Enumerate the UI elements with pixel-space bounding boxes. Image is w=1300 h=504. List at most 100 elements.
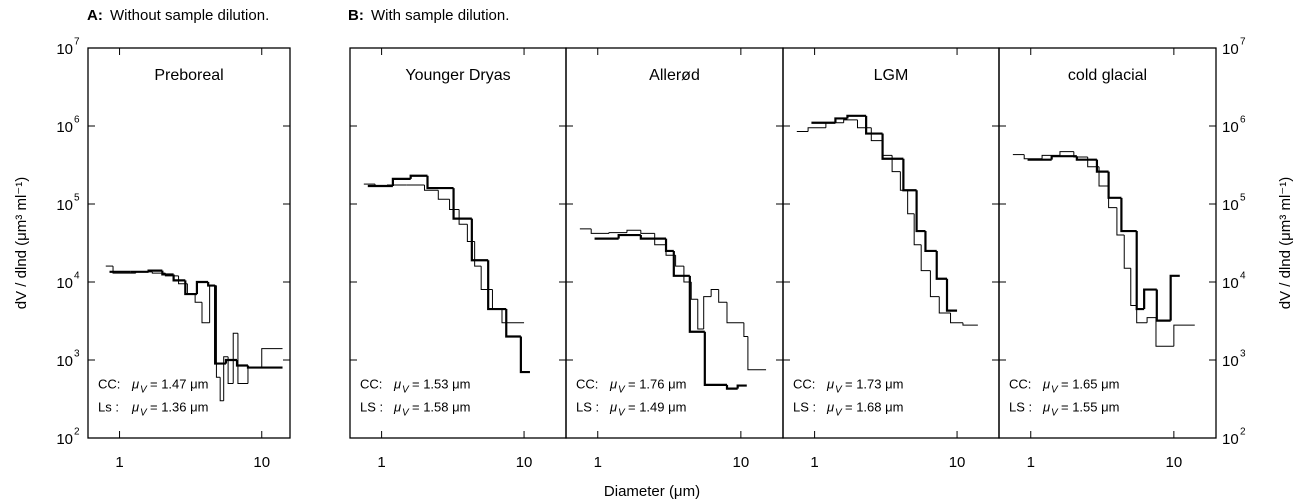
step-segment bbox=[409, 174, 428, 179]
step-segment bbox=[718, 289, 727, 303]
annotation-symbol: μ bbox=[393, 376, 401, 391]
annotation-value: = 1.36 μm bbox=[150, 399, 208, 414]
x-tick-label: 1 bbox=[115, 454, 123, 471]
step-segment bbox=[235, 360, 248, 367]
step-segment bbox=[1146, 317, 1156, 323]
step-segment bbox=[247, 367, 262, 384]
step-segment bbox=[672, 250, 690, 277]
panel-header: With sample dilution. bbox=[371, 7, 509, 24]
annotation-value: = 1.76 μm bbox=[628, 376, 686, 391]
panel-title: cold glacial bbox=[1068, 67, 1147, 84]
annotation-symbol: μ bbox=[826, 399, 834, 414]
step-segment bbox=[232, 332, 238, 384]
annotation-value: = 1.49 μm bbox=[628, 399, 686, 414]
step-segment bbox=[374, 184, 388, 187]
annotation-subscript: V bbox=[835, 385, 843, 396]
x-tick-label: 1 bbox=[377, 454, 385, 471]
step-segment bbox=[470, 218, 489, 262]
annotation-subscript: V bbox=[618, 385, 626, 396]
annotation-subscript: V bbox=[1051, 385, 1059, 396]
step-segment bbox=[639, 235, 667, 240]
y-tick-exponent: 4 bbox=[74, 271, 80, 282]
step-segment bbox=[915, 190, 926, 233]
step-segment bbox=[688, 275, 705, 333]
step-segment bbox=[1130, 268, 1137, 306]
step-segment bbox=[608, 232, 627, 234]
annotation-value: = 1.65 μm bbox=[1061, 376, 1119, 391]
annotation-label: LS : bbox=[360, 399, 383, 414]
step-segment bbox=[1108, 186, 1117, 209]
step-segment bbox=[164, 273, 179, 277]
y-tick-label: 10 bbox=[1222, 431, 1239, 448]
annotation-symbol: μ bbox=[826, 376, 834, 391]
step-segment bbox=[1155, 289, 1171, 322]
annotation-value: = 1.53 μm bbox=[412, 376, 470, 391]
step-segment bbox=[426, 175, 454, 190]
step-segment bbox=[209, 285, 217, 323]
step-segment bbox=[491, 289, 502, 310]
step-segment bbox=[1143, 288, 1157, 310]
step-segment bbox=[590, 228, 610, 234]
step-segment bbox=[825, 122, 844, 128]
step-segment bbox=[1087, 157, 1100, 168]
annotation-symbol: μ bbox=[609, 376, 617, 391]
step-segment bbox=[902, 158, 917, 192]
y-tick-exponent: 7 bbox=[74, 37, 80, 48]
step-segment bbox=[938, 296, 951, 314]
step-segment bbox=[690, 282, 698, 300]
step-segment bbox=[1169, 274, 1180, 321]
step-segment bbox=[1120, 197, 1137, 233]
step-segment bbox=[747, 336, 767, 371]
step-segment bbox=[913, 213, 922, 246]
x-tick-label: 1 bbox=[810, 454, 818, 471]
step-segment bbox=[1136, 305, 1148, 324]
step-segment bbox=[207, 282, 216, 287]
step-segment bbox=[215, 285, 221, 378]
panel-letter: B: bbox=[348, 7, 364, 24]
step-segment bbox=[807, 127, 826, 132]
step-segment bbox=[135, 271, 153, 274]
y-tick-exponent: 3 bbox=[74, 349, 80, 360]
step-segment bbox=[697, 299, 704, 330]
annotation-symbol: μ bbox=[393, 399, 401, 414]
step-segment bbox=[1073, 151, 1088, 158]
annotation-subscript: V bbox=[140, 385, 148, 396]
step-segment bbox=[261, 348, 283, 368]
step-segment bbox=[856, 119, 872, 129]
annotation-label: CC: bbox=[1009, 376, 1031, 391]
x-tick-label: 10 bbox=[253, 454, 270, 471]
step-segment bbox=[452, 188, 472, 220]
annotation-label: LS : bbox=[1009, 399, 1032, 414]
y-tick-exponent: 6 bbox=[1240, 115, 1246, 126]
step-segment bbox=[882, 140, 893, 156]
step-segment bbox=[640, 230, 655, 234]
annotation-symbol: μ bbox=[609, 399, 617, 414]
step-segment bbox=[870, 127, 883, 142]
step-segment bbox=[227, 356, 234, 384]
y-tick-exponent: 5 bbox=[1240, 193, 1246, 204]
step-segment bbox=[487, 260, 507, 311]
x-tick-label: 10 bbox=[1166, 454, 1183, 471]
step-segment bbox=[474, 241, 482, 267]
annotation-value: = 1.58 μm bbox=[412, 399, 470, 414]
step-segment bbox=[743, 322, 748, 338]
panel-title: Younger Dryas bbox=[405, 67, 510, 84]
x-tick-label: 1 bbox=[594, 454, 602, 471]
annotation-symbol: μ bbox=[131, 399, 139, 414]
step-segment bbox=[929, 270, 940, 298]
annotation-subscript: V bbox=[402, 408, 410, 419]
x-tick-label: 10 bbox=[516, 454, 533, 471]
step-segment bbox=[519, 336, 530, 374]
step-segment bbox=[172, 274, 186, 282]
y-tick-exponent: 7 bbox=[1240, 37, 1246, 48]
annotation-symbol: μ bbox=[131, 376, 139, 391]
y-tick-label: 10 bbox=[1222, 353, 1239, 370]
annotation-label: CC: bbox=[576, 376, 598, 391]
y-tick-label: 10 bbox=[1222, 41, 1239, 58]
y-tick-label: 10 bbox=[56, 41, 73, 58]
step-segment bbox=[664, 238, 674, 253]
step-segment bbox=[501, 309, 525, 324]
step-segment bbox=[665, 244, 676, 256]
